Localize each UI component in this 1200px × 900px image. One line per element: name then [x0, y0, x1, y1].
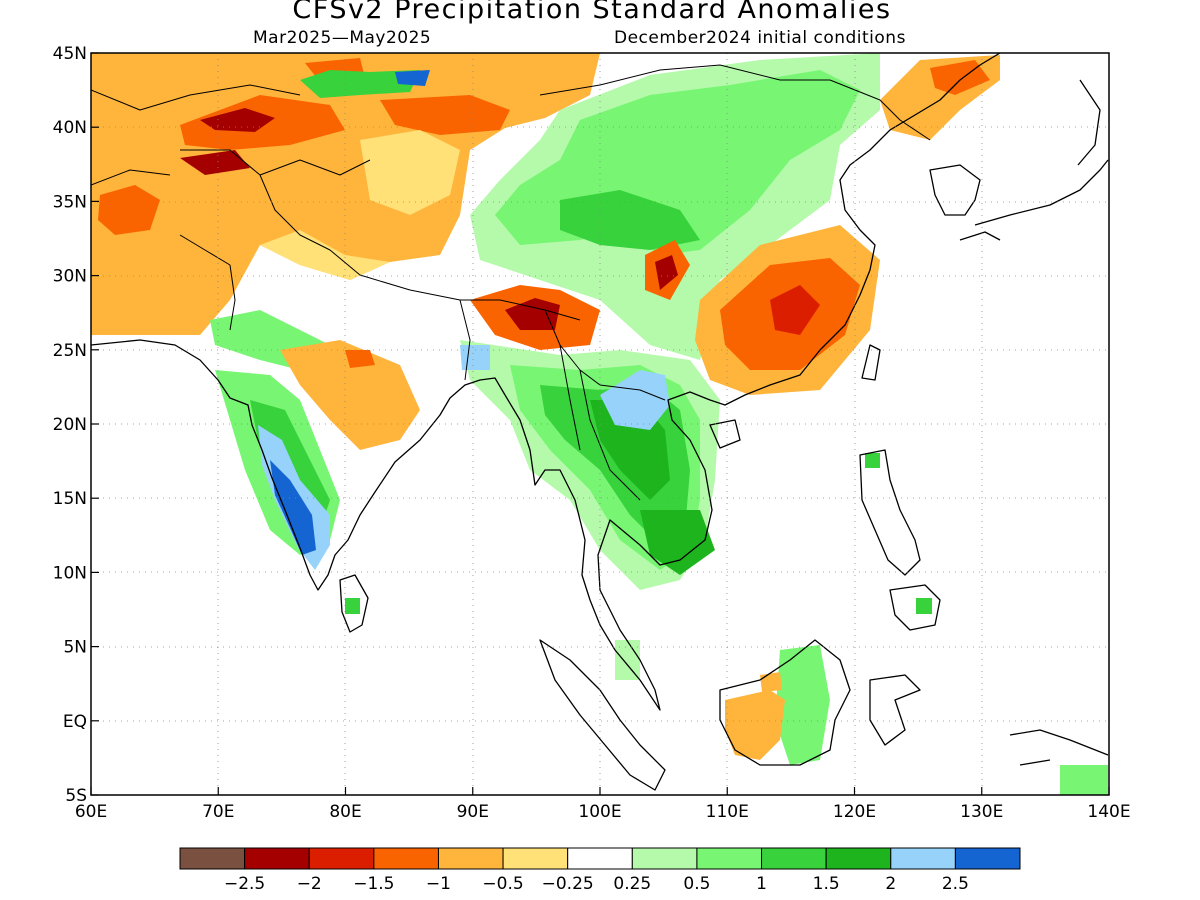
colorbar-label: 1.5	[813, 874, 840, 894]
longitude-labels: 60E 70E 80E 90E 100E 110E 120E 130E 140E	[75, 802, 1131, 822]
lat-tick-label: 30N	[53, 267, 87, 287]
colorbar-label: −1	[426, 874, 451, 894]
borneo-dry-spot	[760, 672, 782, 692]
colorbar-swatch	[373, 847, 439, 870]
colorbar-swatch	[179, 847, 246, 870]
colorbar-swatch	[954, 847, 1021, 870]
central-india-dry	[280, 340, 420, 450]
colorbar-label: −0.5	[482, 874, 523, 894]
colorbar-label: 0.5	[683, 874, 710, 894]
forecast-period: Mar2025—May2025	[253, 28, 432, 48]
north-china-wet-inner	[560, 190, 700, 250]
south-india-wet	[270, 460, 316, 555]
lat-tick-label: 25N	[53, 341, 87, 361]
sumatra-coastline	[539, 639, 666, 791]
east-himalaya-dry-core	[505, 298, 560, 330]
latitude-labels: 45N 40N 35N 30N 25N 20N 15N 10N 5N EQ 5S	[53, 44, 87, 806]
sichuan-dry-core	[655, 255, 678, 290]
new-guinea-wet	[1060, 765, 1108, 795]
lat-tick-label: 45N	[53, 44, 87, 64]
lon-tick-label: 90E	[457, 802, 489, 822]
colorbar-label: −1.5	[353, 874, 394, 894]
taiwan-coastline	[861, 344, 881, 381]
mongolia-west-dry	[380, 95, 510, 135]
borneo-wet	[775, 645, 830, 765]
colorbar-label: −0.25	[542, 874, 594, 894]
lon-tick-label: 120E	[833, 802, 876, 822]
colorbar-label: 2.5	[942, 874, 969, 894]
indochina-coastline	[504, 53, 1001, 711]
colorbar-swatch	[631, 847, 698, 870]
lat-tick-label: 20N	[53, 415, 87, 435]
lon-tick-label: 80E	[329, 802, 361, 822]
borneo-dry	[725, 690, 785, 760]
hainan-coastline	[709, 419, 741, 449]
india-coastline	[91, 339, 506, 591]
colorbar-swatch	[502, 847, 569, 870]
mongolia-wet	[300, 70, 420, 98]
lon-tick-label: 140E	[1087, 802, 1130, 822]
tien-shan-dry	[200, 108, 275, 132]
lat-tick-label: 15N	[53, 489, 87, 509]
tibet-light-dry	[360, 130, 460, 215]
mongolia-wet-blue	[395, 70, 430, 86]
lat-tick-label: 35N	[53, 192, 87, 212]
lon-tick-label: 100E	[578, 802, 621, 822]
southeast-china-dry-inner	[770, 285, 820, 335]
japan-coastline	[959, 79, 1109, 241]
lon-tick-label: 60E	[75, 802, 107, 822]
cambodia-wet	[640, 510, 715, 575]
lon-tick-label: 130E	[960, 802, 1003, 822]
central-asia-light-dry	[260, 230, 390, 280]
borneo-coastline	[719, 639, 851, 766]
lat-tick-label: 5S	[65, 786, 87, 806]
mindanao-coastline	[889, 584, 941, 631]
colorbar	[179, 847, 1021, 870]
sulawesi-coastline	[869, 674, 921, 746]
sri-lanka-coastline	[339, 574, 369, 633]
colorbar-swatch	[825, 847, 892, 870]
colorbar-swatch	[567, 847, 633, 870]
colorbar-label: 2	[885, 874, 896, 894]
colorbar-labels: −2.5 −2 −1.5 −1 −0.5 −0.25 0.25 0.5 1 1.5 2 2.5	[224, 874, 969, 894]
lat-tick-label: 40N	[53, 118, 87, 138]
mindanao-wet	[916, 598, 932, 614]
iran-afghanistan-dry	[98, 185, 160, 235]
colorbar-label: 1	[756, 874, 767, 894]
initial-conditions: December2024 initial conditions	[614, 28, 906, 48]
bangladesh-light-blue	[460, 345, 490, 370]
colorbar-swatch	[308, 847, 375, 870]
lon-tick-label: 70E	[202, 802, 234, 822]
colorbar-swatch	[244, 847, 310, 870]
philippines-wet	[865, 453, 880, 468]
colorbar-swatch	[437, 847, 504, 870]
country-borders	[91, 64, 931, 501]
coastlines	[91, 53, 1109, 791]
lat-tick-label: 10N	[53, 563, 87, 583]
lat-tick-label: 5N	[63, 638, 87, 658]
graticule	[91, 53, 1109, 795]
colorbar-swatch	[761, 847, 827, 870]
new-guinea-coastline	[1009, 729, 1109, 766]
colorbar-label: −2.5	[224, 874, 265, 894]
colorbar-swatch	[696, 847, 763, 870]
korea-coastline	[929, 164, 981, 216]
lat-tick-label: EQ	[63, 712, 87, 732]
pamir-dry	[180, 150, 250, 175]
vietnam-light-blue	[600, 370, 670, 430]
sumatra-light-wet	[615, 640, 640, 680]
sri-lanka-wet	[345, 598, 360, 614]
philippines-coastline	[859, 449, 921, 576]
central-india-dry-core	[345, 350, 375, 368]
colorbar-label: −2	[297, 874, 322, 894]
axis-ticks	[90, 52, 1110, 796]
colorbar-label: 0.25	[613, 874, 651, 894]
map-title: CFSv2 Precipitation Standard Anomalies	[292, 0, 892, 25]
colorbar-swatch	[890, 847, 956, 870]
anomaly-shading	[91, 53, 1108, 795]
lon-tick-label: 110E	[706, 802, 749, 822]
